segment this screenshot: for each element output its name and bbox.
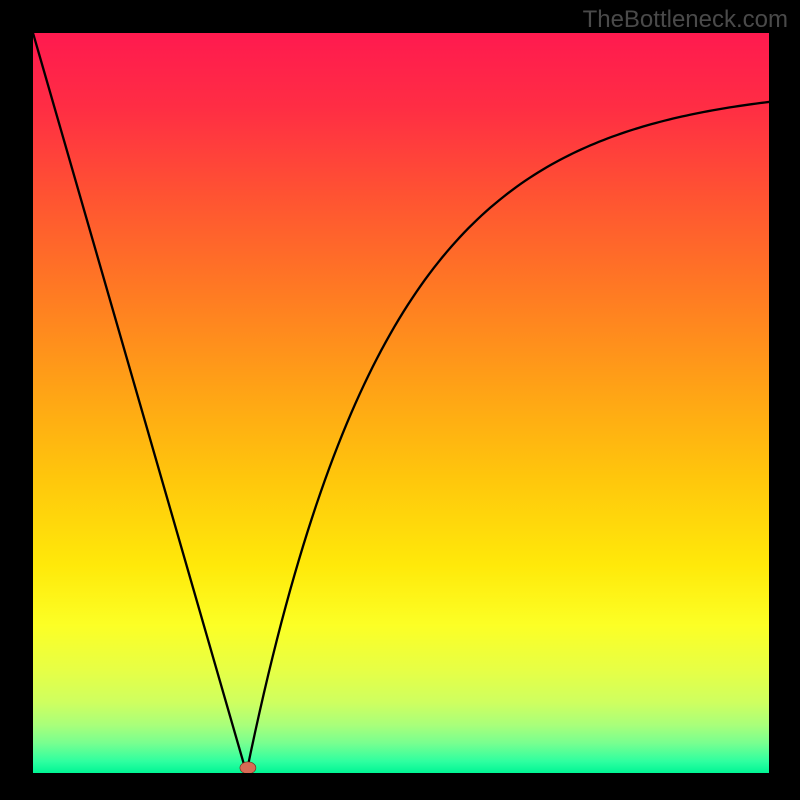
chart-frame: TheBottleneck.com: [0, 0, 800, 800]
watermark-text: TheBottleneck.com: [583, 6, 788, 34]
chart-background: [33, 33, 769, 773]
optimum-marker: [240, 762, 256, 773]
bottleneck-curve-chart: [33, 33, 769, 773]
